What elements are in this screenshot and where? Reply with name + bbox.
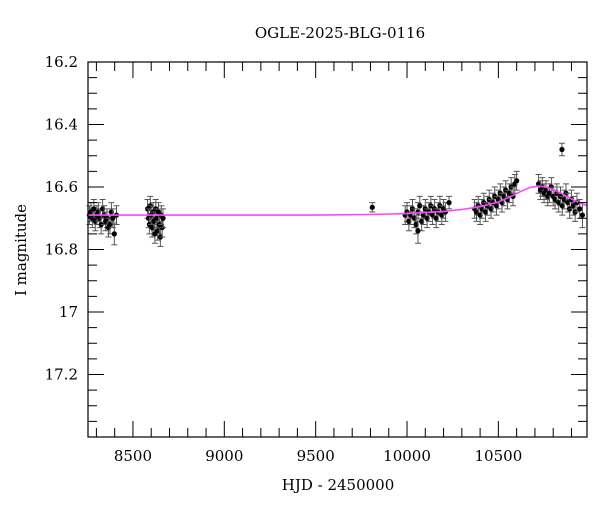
y-tick-label: 16.2 [45, 53, 78, 71]
x-tick-label: 9000 [205, 447, 243, 465]
x-tick-label: 10000 [383, 447, 431, 465]
data-point [109, 208, 116, 229]
plot-area [86, 142, 588, 247]
y-tick-label: 16.8 [45, 241, 78, 259]
data-point [414, 217, 421, 244]
y-tick-label: 17 [59, 303, 78, 321]
data-point [160, 208, 167, 229]
y-axis-label: I magnitude [12, 204, 30, 296]
data-point [369, 202, 376, 213]
x-tick-label: 8500 [114, 447, 152, 465]
x-tick-label: 9500 [297, 447, 335, 465]
y-tick-label: 16.4 [45, 116, 78, 134]
y-tick-label: 16.6 [45, 178, 78, 196]
plot-frame [87, 61, 588, 438]
data-point [446, 195, 453, 210]
data-point [513, 170, 520, 191]
chart-title: OGLE-2025-BLG-0116 [255, 24, 425, 42]
x-axis: 8500 9000 9500 10000 10500 [95, 62, 572, 465]
data-point [111, 222, 118, 246]
data-point [558, 142, 565, 157]
y-axis: 16.2 16.4 16.6 16.8 17 17.2 [45, 53, 587, 438]
x-axis-label: HJD - 2450000 [282, 476, 395, 494]
model-curve [88, 185, 588, 216]
y-tick-label: 17.2 [45, 366, 78, 384]
x-tick-label: 10500 [475, 447, 523, 465]
